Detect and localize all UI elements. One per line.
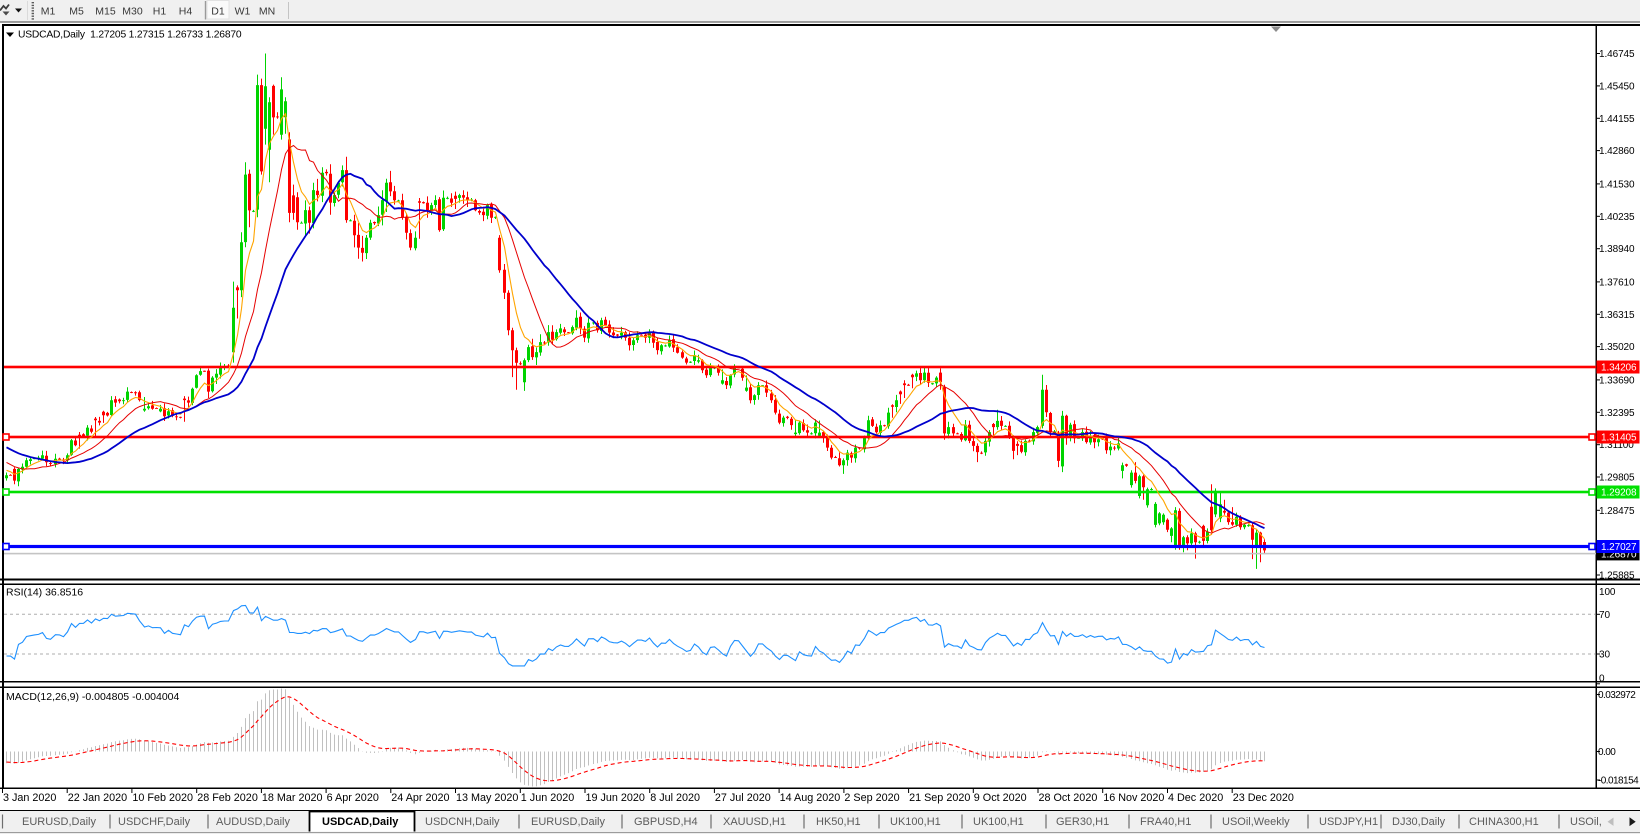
svg-text:3 Jan 2020: 3 Jan 2020 xyxy=(3,792,56,804)
svg-text:DJ30,Daily: DJ30,Daily xyxy=(1392,816,1446,828)
svg-text:USDCHF,Daily: USDCHF,Daily xyxy=(118,816,191,828)
svg-text:1.29208: 1.29208 xyxy=(1601,488,1637,499)
svg-text:USDCAD,Daily: USDCAD,Daily xyxy=(322,816,399,828)
svg-text:M5: M5 xyxy=(69,6,84,18)
svg-text:HK50,H1: HK50,H1 xyxy=(816,816,861,828)
svg-text:1.32395: 1.32395 xyxy=(1599,408,1635,419)
svg-text:RSI(14) 36.8516: RSI(14) 36.8516 xyxy=(6,587,83,599)
svg-text:MN: MN xyxy=(259,6,275,18)
svg-text:1.33690: 1.33690 xyxy=(1599,375,1635,386)
svg-text:13 May 2020: 13 May 2020 xyxy=(456,792,518,804)
svg-text:1.27027: 1.27027 xyxy=(1601,542,1637,553)
svg-text:1.46745: 1.46745 xyxy=(1599,49,1635,60)
svg-text:27 Jul 2020: 27 Jul 2020 xyxy=(715,792,771,804)
svg-text:M15: M15 xyxy=(95,6,116,18)
svg-text:18 Mar 2020: 18 Mar 2020 xyxy=(262,792,323,804)
svg-text:H1: H1 xyxy=(153,6,167,18)
svg-text:AUDUSD,Daily: AUDUSD,Daily xyxy=(216,816,290,828)
svg-text:H4: H4 xyxy=(179,6,193,18)
svg-text:1.38940: 1.38940 xyxy=(1599,244,1635,255)
svg-text:0.00: 0.00 xyxy=(1598,747,1616,758)
svg-text:16 Nov 2020: 16 Nov 2020 xyxy=(1103,792,1164,804)
svg-text:1.29805: 1.29805 xyxy=(1599,473,1635,484)
svg-text:1.40235: 1.40235 xyxy=(1599,212,1635,223)
svg-text:9 Oct 2020: 9 Oct 2020 xyxy=(974,792,1027,804)
svg-text:0: 0 xyxy=(1599,674,1605,685)
svg-text:W1: W1 xyxy=(235,6,251,18)
svg-text:14 Aug 2020: 14 Aug 2020 xyxy=(780,792,841,804)
svg-text:GBPUSD,H4: GBPUSD,H4 xyxy=(634,816,698,828)
svg-text:XAUUSD,H1: XAUUSD,H1 xyxy=(723,816,786,828)
svg-text:UK100,H1: UK100,H1 xyxy=(890,816,941,828)
svg-text:MACD(12,26,9) -0.004805 -0.004: MACD(12,26,9) -0.004805 -0.004004 xyxy=(6,691,180,703)
svg-text:FRA40,H1: FRA40,H1 xyxy=(1140,816,1191,828)
svg-text:1.44155: 1.44155 xyxy=(1599,114,1635,125)
svg-text:1.35020: 1.35020 xyxy=(1599,342,1635,353)
svg-text:1.45450: 1.45450 xyxy=(1599,81,1635,92)
svg-text:1.42860: 1.42860 xyxy=(1599,146,1635,157)
svg-text:2 Sep 2020: 2 Sep 2020 xyxy=(844,792,899,804)
svg-text:19 Jun 2020: 19 Jun 2020 xyxy=(586,792,645,804)
svg-text:100: 100 xyxy=(1599,587,1616,598)
svg-text:70: 70 xyxy=(1599,610,1610,621)
svg-text:1.36315: 1.36315 xyxy=(1599,310,1635,321)
svg-text:28 Oct 2020: 28 Oct 2020 xyxy=(1039,792,1098,804)
svg-text:EURUSD,Daily: EURUSD,Daily xyxy=(531,816,605,828)
svg-text:1.41530: 1.41530 xyxy=(1599,179,1635,190)
svg-text:1.34206: 1.34206 xyxy=(1601,363,1637,374)
svg-text:USOil,: USOil, xyxy=(1570,816,1602,828)
svg-text:24 Apr 2020: 24 Apr 2020 xyxy=(391,792,449,804)
svg-text:22 Jan 2020: 22 Jan 2020 xyxy=(68,792,127,804)
svg-text:USDCNH,Daily: USDCNH,Daily xyxy=(425,816,500,828)
svg-text:10 Feb 2020: 10 Feb 2020 xyxy=(132,792,193,804)
svg-text:21 Sep 2020: 21 Sep 2020 xyxy=(909,792,970,804)
svg-text:M1: M1 xyxy=(41,6,56,18)
svg-text:0.032972: 0.032972 xyxy=(1598,690,1636,701)
svg-text:30: 30 xyxy=(1599,650,1610,661)
svg-text:USOil,Weekly: USOil,Weekly xyxy=(1222,816,1290,828)
svg-text:1.28475: 1.28475 xyxy=(1599,506,1635,517)
svg-text:1 Jun 2020: 1 Jun 2020 xyxy=(521,792,574,804)
svg-text:-0.018154: -0.018154 xyxy=(1598,776,1639,787)
svg-text:1.31405: 1.31405 xyxy=(1601,433,1637,444)
svg-text:8 Jul 2020: 8 Jul 2020 xyxy=(650,792,700,804)
svg-text:D1: D1 xyxy=(211,6,225,18)
svg-text:CHINA300,H1: CHINA300,H1 xyxy=(1469,816,1539,828)
svg-text:6 Apr 2020: 6 Apr 2020 xyxy=(327,792,379,804)
svg-text:USDCAD,Daily 1.27205 1.27315: USDCAD,Daily 1.27205 1.27315 1.26733 1.2… xyxy=(18,30,242,41)
svg-text:1.26870: 1.26870 xyxy=(1601,549,1637,560)
svg-text:EURUSD,Daily: EURUSD,Daily xyxy=(22,816,96,828)
svg-text:GER30,H1: GER30,H1 xyxy=(1056,816,1109,828)
svg-text:23 Dec 2020: 23 Dec 2020 xyxy=(1233,792,1294,804)
svg-text:28 Feb 2020: 28 Feb 2020 xyxy=(197,792,258,804)
svg-text:USDJPY,H1: USDJPY,H1 xyxy=(1319,816,1378,828)
svg-text:4 Dec 2020: 4 Dec 2020 xyxy=(1168,792,1223,804)
svg-text:M30: M30 xyxy=(122,6,143,18)
svg-text:1.37610: 1.37610 xyxy=(1599,277,1635,288)
svg-text:1.31100: 1.31100 xyxy=(1599,440,1634,451)
svg-text:UK100,H1: UK100,H1 xyxy=(973,816,1024,828)
svg-text:1.25885: 1.25885 xyxy=(1599,571,1635,582)
